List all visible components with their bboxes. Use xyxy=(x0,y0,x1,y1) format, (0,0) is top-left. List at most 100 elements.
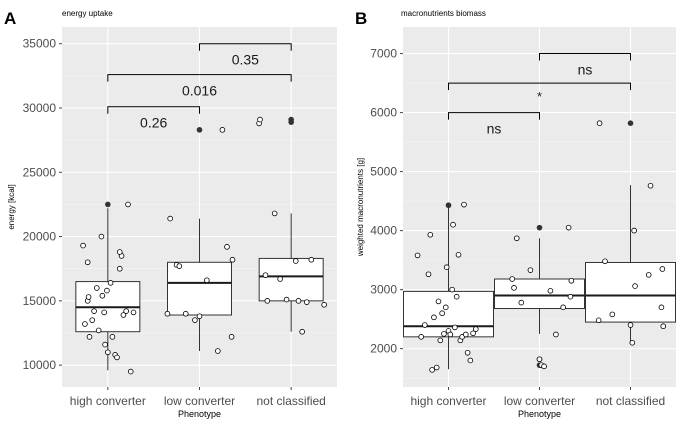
data-point xyxy=(125,201,131,208)
data-point xyxy=(123,308,129,314)
data-point xyxy=(453,293,460,300)
y-tick-label: 4000 xyxy=(370,224,397,238)
data-point xyxy=(467,357,474,364)
data-point xyxy=(262,272,269,278)
data-point xyxy=(631,227,637,234)
significance-label: 0.26 xyxy=(140,115,167,131)
significance-label: 0.016 xyxy=(182,83,217,99)
outlier-point xyxy=(288,116,294,123)
data-point xyxy=(596,120,603,126)
y-tick-label: 20000 xyxy=(23,230,57,244)
data-point xyxy=(429,367,435,373)
data-point xyxy=(437,337,444,344)
data-point xyxy=(452,324,458,331)
data-point xyxy=(127,368,134,375)
data-point xyxy=(461,201,467,208)
data-point xyxy=(204,277,210,284)
panel-label-b: B xyxy=(355,9,367,28)
data-point xyxy=(527,267,534,273)
data-point xyxy=(104,287,110,294)
data-point xyxy=(99,292,106,299)
x-axis-label: Phenotype xyxy=(518,409,561,419)
data-point xyxy=(321,301,327,308)
data-point xyxy=(439,310,445,317)
data-point xyxy=(264,298,271,304)
data-point xyxy=(435,298,442,305)
data-point xyxy=(105,349,111,356)
data-point xyxy=(303,299,310,305)
significance-label: * xyxy=(537,89,542,104)
data-point xyxy=(431,314,437,321)
outlier-point xyxy=(196,127,203,133)
outlier-point xyxy=(627,120,634,126)
y-axis-label: weighted macronutrients [g] xyxy=(356,158,365,257)
data-point xyxy=(472,326,479,332)
significance-bracket xyxy=(448,112,540,120)
data-point xyxy=(84,259,91,266)
data-point xyxy=(116,249,123,255)
x-tick-label: not classified xyxy=(256,394,325,408)
data-point xyxy=(257,116,263,123)
data-point xyxy=(86,334,93,340)
significance-bracket xyxy=(539,53,631,61)
data-point xyxy=(433,364,440,371)
x-tick-label: not classified xyxy=(596,394,665,408)
data-point xyxy=(114,354,120,361)
data-point xyxy=(167,215,173,222)
significance-bracket xyxy=(199,43,292,51)
significance-label: 0.35 xyxy=(232,52,259,68)
data-point xyxy=(418,334,425,340)
data-point xyxy=(470,330,476,337)
data-point xyxy=(164,310,171,317)
data-point xyxy=(560,304,566,311)
data-point xyxy=(553,331,559,338)
y-tick-label: 6000 xyxy=(370,106,397,120)
data-point xyxy=(219,127,226,133)
data-point xyxy=(308,256,315,263)
data-point xyxy=(292,258,299,264)
data-point xyxy=(647,182,654,189)
y-tick-label: 25000 xyxy=(23,165,57,179)
x-axis-label: Phenotype xyxy=(178,409,221,419)
data-point xyxy=(442,304,449,311)
data-point xyxy=(629,339,636,346)
data-point xyxy=(109,334,116,340)
data-point xyxy=(422,322,428,328)
data-point xyxy=(425,271,432,278)
data-point xyxy=(80,242,86,249)
data-point xyxy=(95,327,102,334)
y-tick-label: 7000 xyxy=(370,47,397,61)
data-point xyxy=(541,363,547,370)
data-point xyxy=(271,210,278,217)
data-point xyxy=(518,299,525,306)
data-point xyxy=(94,285,100,291)
outlier-point xyxy=(536,224,543,231)
data-point xyxy=(509,276,516,282)
data-point xyxy=(102,341,108,348)
data-point xyxy=(660,323,667,330)
data-point xyxy=(91,308,97,314)
y-tick-label: 3000 xyxy=(370,283,397,297)
data-point xyxy=(464,349,471,356)
y-tick-label: 30000 xyxy=(23,101,57,115)
data-point xyxy=(645,272,652,278)
significance-label: ns xyxy=(578,62,593,78)
data-point xyxy=(98,233,105,240)
significance-bracket xyxy=(107,74,292,82)
box xyxy=(494,278,585,310)
data-point xyxy=(449,286,455,293)
data-point xyxy=(568,277,575,284)
data-point xyxy=(85,294,92,300)
data-point xyxy=(215,348,221,354)
y-tick-label: 35000 xyxy=(23,37,57,51)
plot-title: macronutrients biomass xyxy=(401,9,486,18)
data-point xyxy=(450,221,456,228)
data-point xyxy=(277,276,283,282)
data-point xyxy=(89,317,96,323)
data-point xyxy=(443,264,450,270)
data-point xyxy=(659,266,666,272)
data-point xyxy=(192,317,198,323)
data-point xyxy=(196,313,203,320)
outlier-point xyxy=(105,201,111,208)
data-point xyxy=(513,235,520,242)
